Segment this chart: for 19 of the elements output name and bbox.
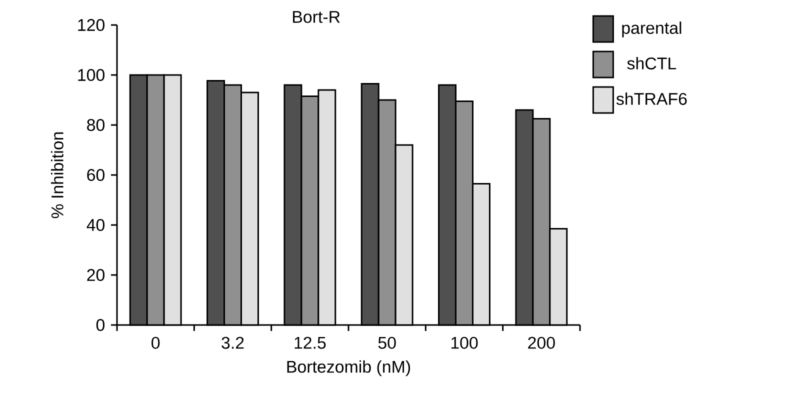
x-tick-label: 3.2 <box>222 336 244 349</box>
x-axis-title: Bortezomib (nM) <box>287 360 410 376</box>
y-tick-label: 20 <box>87 269 104 281</box>
x-tick-label: 0 <box>152 336 160 349</box>
y-tick-label: 100 <box>78 69 104 81</box>
legend-label: shTRAF6 <box>616 92 687 105</box>
x-tick-label: 100 <box>451 336 478 349</box>
x-tick-label: 200 <box>528 336 555 349</box>
legend-label: shCTL <box>627 57 676 70</box>
y-axis-title: % Inhibition <box>50 132 64 218</box>
y-tick-label: 120 <box>78 19 104 31</box>
x-tick-label: 12.5 <box>294 336 326 349</box>
chart-title: Bort-R <box>293 11 340 23</box>
y-tick-label: 0 <box>96 319 105 331</box>
legend-label: parental <box>622 22 682 38</box>
y-tick-label: 60 <box>87 169 104 181</box>
y-tick-label: 80 <box>87 119 104 131</box>
y-tick-label: 40 <box>86 219 104 231</box>
x-tick-label: 50 <box>378 336 396 349</box>
